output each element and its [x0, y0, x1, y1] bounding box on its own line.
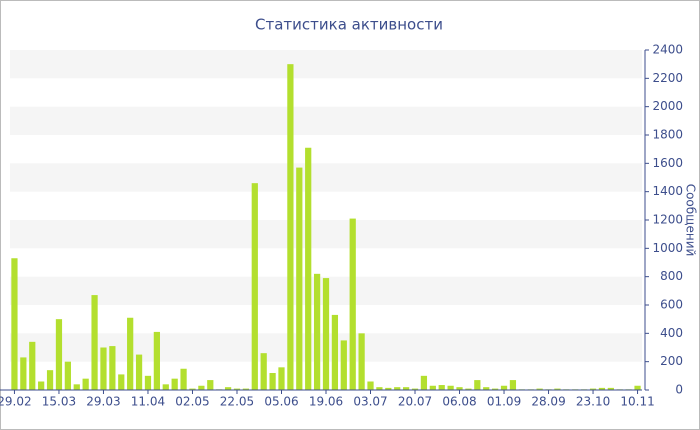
grid-band: [10, 50, 642, 79]
y-tick-label: 1600: [652, 156, 683, 170]
y-tick-label: 1800: [652, 128, 683, 142]
y-tick-label: 2200: [652, 71, 683, 85]
y-tick-label: 1400: [652, 184, 683, 198]
bar: [38, 381, 45, 390]
grid-band: [10, 163, 642, 192]
x-tick-label: 05.06: [264, 395, 298, 409]
bar: [127, 317, 134, 390]
y-tick-label: 1000: [652, 241, 683, 255]
bar: [465, 388, 472, 390]
bar: [180, 368, 187, 390]
y-tick-label: 2000: [652, 99, 683, 113]
x-tick-label: 03.07: [353, 395, 387, 409]
y-tick-label: 200: [660, 354, 683, 368]
bar: [296, 167, 303, 390]
bar: [224, 387, 232, 390]
bar: [144, 375, 152, 390]
bar: [198, 385, 205, 390]
bar: [500, 385, 508, 390]
bar: [607, 387, 614, 390]
bar: [322, 278, 330, 390]
bar: [331, 314, 339, 390]
bar: [385, 387, 392, 390]
x-tick-label: 23.10: [576, 395, 610, 409]
y-tick-label: 1200: [652, 213, 683, 227]
bar: [233, 388, 241, 390]
bar: [162, 384, 169, 390]
bar: [73, 384, 80, 390]
bar: [313, 273, 321, 390]
x-tick-label: 20.07: [398, 395, 432, 409]
bar: [376, 387, 383, 390]
y-tick-label: 0: [675, 383, 683, 397]
x-tick-label: 11.04: [131, 395, 165, 409]
bar: [358, 333, 365, 390]
bar: [260, 353, 267, 390]
bar: [483, 387, 490, 390]
bar: [269, 373, 276, 390]
bar: [100, 347, 107, 390]
bar: [11, 258, 18, 390]
bar: [82, 378, 89, 390]
bar: [456, 387, 463, 390]
bar: [340, 340, 347, 390]
y-axis-label: Сообщений: [684, 184, 698, 257]
grid-band: [10, 106, 642, 135]
bar: [242, 388, 250, 390]
x-tick-label: 06.08: [442, 395, 476, 409]
bar: [287, 64, 294, 391]
bar: [402, 387, 410, 390]
bar: [46, 370, 54, 390]
bar: [589, 388, 597, 390]
bar: [20, 357, 27, 390]
bar: [429, 385, 436, 390]
x-tick-label: 10.11: [620, 395, 654, 409]
bar: [447, 385, 454, 390]
bar: [55, 319, 63, 390]
bar: [207, 380, 214, 390]
grid-band: [10, 220, 642, 249]
bar: [189, 388, 196, 390]
x-tick-label: 29.02: [0, 395, 32, 409]
bar: [634, 385, 641, 390]
bar: [367, 381, 374, 390]
x-tick-label: 22.05: [220, 395, 254, 409]
bar: [305, 147, 312, 390]
x-tick-label: 15.03: [42, 395, 76, 409]
bar: [411, 388, 419, 390]
chart-title: Статистика активности: [255, 16, 443, 34]
bar: [171, 378, 178, 390]
y-tick-label: 2400: [652, 43, 683, 57]
y-tick-label: 600: [660, 298, 683, 312]
bar: [153, 331, 160, 390]
x-tick-label: 29.03: [86, 395, 120, 409]
bar: [474, 380, 481, 390]
bar: [118, 374, 125, 390]
bar: [554, 388, 561, 390]
bar: [598, 387, 606, 390]
bar: [109, 346, 116, 390]
bar: [251, 183, 258, 390]
x-tick-label: 28.09: [531, 395, 565, 409]
bar: [135, 354, 143, 390]
bar: [278, 367, 285, 390]
x-tick-label: 19.06: [309, 395, 343, 409]
bar: [64, 361, 71, 390]
y-tick-label: 400: [660, 326, 683, 340]
bar: [394, 387, 401, 390]
y-tick-label: 800: [660, 269, 683, 283]
bar: [29, 341, 36, 390]
bar: [492, 388, 499, 390]
x-tick-label: 01.09: [487, 395, 521, 409]
bar: [536, 388, 543, 390]
bar: [420, 375, 428, 390]
bar: [91, 295, 98, 390]
x-tick-label: 02.05: [175, 395, 209, 409]
bar: [438, 385, 445, 390]
bar: [509, 380, 517, 390]
bar: [349, 218, 356, 390]
